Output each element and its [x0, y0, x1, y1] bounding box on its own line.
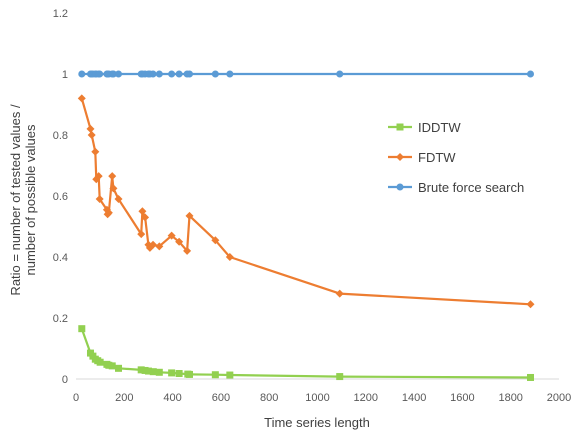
y-tick-label: 1.2	[53, 8, 68, 20]
y-tick-label: 0.8	[53, 130, 68, 142]
data-point-diamond	[149, 240, 158, 249]
x-tick-label: 600	[212, 392, 230, 404]
x-tick-label: 1000	[305, 392, 329, 404]
series-fdtw	[77, 94, 535, 309]
data-point-circle	[149, 70, 157, 78]
data-point-diamond	[526, 300, 535, 309]
x-axis-title: Time series length	[264, 415, 370, 430]
data-point-diamond	[104, 208, 113, 217]
data-point-square	[527, 373, 535, 381]
legend: IDDTW FDTW Brute force search	[388, 120, 524, 195]
data-point-square	[137, 366, 145, 374]
data-point-circle	[226, 70, 234, 78]
data-point-square	[144, 367, 152, 375]
data-point-square	[108, 362, 116, 370]
data-point-diamond	[138, 207, 147, 216]
data-point-circle	[186, 70, 194, 78]
series-line	[80, 98, 531, 306]
legend-item: IDDTW	[388, 120, 461, 135]
data-point-square	[186, 370, 194, 378]
data-point-diamond	[137, 230, 146, 239]
x-tick-label: 200	[115, 392, 133, 404]
data-point-diamond	[396, 153, 404, 161]
data-point-diamond	[77, 94, 86, 103]
y-tick-label: 1	[62, 69, 68, 81]
data-point-square	[155, 368, 163, 376]
y-tick-label: 0.4	[53, 252, 68, 264]
data-point-square	[396, 123, 404, 131]
data-point-square	[211, 371, 219, 379]
y-tick-label: 0.2	[53, 313, 68, 325]
legend-label: IDDTW	[418, 120, 461, 135]
series-brute-force-search	[78, 70, 535, 78]
x-tick-label: 1200	[354, 392, 378, 404]
data-point-square	[115, 364, 123, 372]
data-point-diamond	[91, 147, 100, 156]
x-tick-label: 1800	[498, 392, 522, 404]
data-point-diamond	[185, 211, 194, 220]
data-point-diamond	[175, 237, 184, 246]
axes: 0 200 400 600 800 1000 1200 1400 1600 1800 2000 0 0.…	[53, 8, 572, 404]
y-tick-label: 0.6	[53, 191, 68, 203]
data-point-diamond	[141, 213, 150, 222]
legend-item: Brute force search	[388, 180, 524, 195]
data-point-square	[96, 358, 104, 366]
data-point-diamond	[109, 184, 118, 193]
y-axis-title-line: number of possible values	[23, 124, 38, 276]
data-point-diamond	[94, 172, 103, 181]
data-point-square	[168, 369, 176, 377]
data-point-square	[175, 370, 183, 378]
data-point-circle	[115, 70, 123, 78]
data-point-diamond	[114, 195, 123, 204]
y-axis-title-line: Ratio = number of tested values /	[8, 104, 23, 296]
legend-label: Brute force search	[418, 180, 524, 195]
data-point-circle	[211, 70, 219, 78]
data-point-circle	[96, 70, 104, 78]
data-point-square	[226, 371, 234, 379]
y-axis-title: Ratio = number of tested values /number …	[8, 104, 38, 296]
data-point-circle	[175, 70, 183, 78]
x-tick-label: 0	[73, 392, 79, 404]
data-point-diamond	[167, 231, 176, 240]
data-point-diamond	[95, 195, 104, 204]
data-point-diamond	[155, 242, 164, 251]
x-tick-label: 1400	[402, 392, 426, 404]
series-group	[77, 70, 535, 381]
data-point-circle	[155, 70, 163, 78]
data-point-diamond	[225, 253, 234, 261]
x-tick-label: 2000	[547, 392, 571, 404]
data-point-diamond	[108, 172, 117, 181]
series-iddtw	[78, 325, 535, 381]
legend-item: FDTW	[388, 150, 456, 165]
data-point-diamond	[86, 124, 95, 133]
data-point-circle	[527, 70, 535, 78]
x-tick-label: 1600	[450, 392, 474, 404]
data-point-circle	[168, 70, 176, 78]
data-point-circle	[396, 183, 404, 191]
data-point-diamond	[183, 246, 192, 255]
data-point-diamond	[87, 131, 96, 139]
data-point-diamond	[335, 289, 344, 298]
data-point-diamond	[211, 236, 220, 245]
data-point-square	[78, 325, 86, 333]
x-tick-label: 800	[260, 392, 278, 404]
data-point-square	[336, 373, 344, 381]
data-point-circle	[109, 70, 117, 78]
data-point-circle	[78, 70, 86, 78]
data-point-square	[149, 368, 157, 376]
y-tick-label: 0	[62, 374, 68, 386]
x-tick-label: 400	[163, 392, 181, 404]
data-point-circle	[336, 70, 344, 78]
legend-label: FDTW	[418, 150, 456, 165]
